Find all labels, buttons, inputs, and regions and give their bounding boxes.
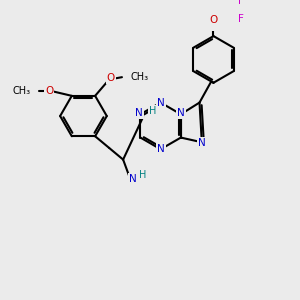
Text: F: F — [238, 0, 244, 6]
Text: O: O — [209, 15, 217, 25]
Text: N: N — [198, 138, 206, 148]
Text: F: F — [238, 14, 244, 24]
Text: N: N — [157, 144, 164, 154]
Text: N: N — [177, 108, 185, 118]
Text: N: N — [157, 98, 164, 108]
Text: N: N — [135, 108, 142, 118]
Text: N: N — [129, 174, 137, 184]
Text: O: O — [107, 73, 115, 83]
Text: O: O — [45, 86, 53, 96]
Text: CH₃: CH₃ — [13, 86, 31, 96]
Text: CH₃: CH₃ — [130, 72, 148, 82]
Text: H: H — [139, 170, 146, 180]
Text: H: H — [149, 106, 157, 116]
